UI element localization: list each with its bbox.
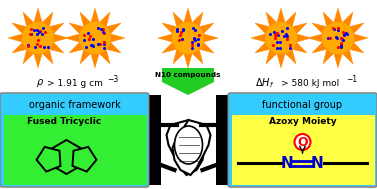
Polygon shape — [52, 140, 81, 174]
Polygon shape — [173, 120, 210, 175]
Polygon shape — [158, 8, 218, 68]
Circle shape — [265, 22, 297, 54]
Text: organic framework: organic framework — [29, 100, 120, 110]
Circle shape — [322, 22, 354, 54]
Polygon shape — [167, 120, 204, 175]
Text: O: O — [297, 136, 308, 149]
Polygon shape — [251, 8, 311, 68]
Bar — [149, 95, 161, 185]
Polygon shape — [72, 147, 97, 172]
Bar — [216, 95, 228, 185]
Polygon shape — [37, 147, 60, 172]
Polygon shape — [65, 8, 125, 68]
Polygon shape — [162, 82, 214, 95]
Text: −1: −1 — [346, 75, 357, 84]
Text: functional group: functional group — [262, 100, 343, 110]
Text: N: N — [311, 156, 324, 170]
FancyBboxPatch shape — [0, 93, 149, 187]
Circle shape — [172, 22, 204, 54]
FancyBboxPatch shape — [228, 93, 377, 187]
Bar — [232, 115, 375, 185]
Bar — [4, 115, 147, 185]
Circle shape — [294, 134, 311, 150]
Text: −3: −3 — [107, 75, 119, 84]
Text: > 1.91 g cm: > 1.91 g cm — [47, 78, 103, 88]
Bar — [162, 68, 214, 82]
Text: Azoxy Moiety: Azoxy Moiety — [269, 116, 336, 125]
Text: $\rho$: $\rho$ — [36, 77, 44, 89]
Text: $\Delta H_f$: $\Delta H_f$ — [255, 76, 274, 90]
Text: N10 compounds: N10 compounds — [155, 72, 221, 78]
Text: N: N — [281, 156, 294, 170]
Circle shape — [22, 22, 54, 54]
Polygon shape — [308, 8, 368, 68]
Bar — [161, 95, 216, 185]
Polygon shape — [8, 8, 68, 68]
Circle shape — [79, 22, 111, 54]
Text: > 580 kJ mol: > 580 kJ mol — [281, 78, 339, 88]
Text: Fused Tricyclic: Fused Tricyclic — [28, 116, 102, 125]
Ellipse shape — [175, 126, 202, 164]
